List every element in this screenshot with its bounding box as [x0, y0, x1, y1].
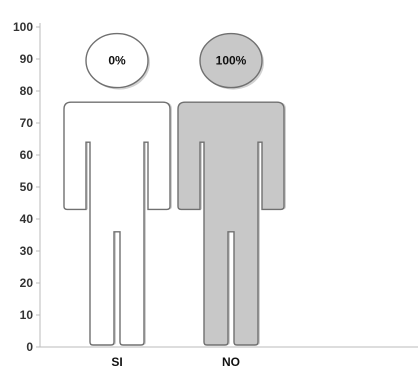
y-tick-label: 40 — [20, 212, 34, 226]
y-tick-label: 100 — [13, 20, 33, 34]
data-label-no: 100% — [216, 54, 247, 68]
y-tick-label: 0 — [26, 340, 33, 354]
y-tick-label: 50 — [20, 180, 34, 194]
category-label-no: NO — [222, 355, 240, 369]
figure-head-si — [85, 32, 149, 89]
figure-body-si — [63, 101, 171, 346]
y-tick-label: 90 — [20, 52, 34, 66]
y-tick-label: 80 — [20, 84, 34, 98]
y-tick-label: 30 — [20, 244, 34, 258]
figure-body-no — [177, 101, 285, 346]
y-tick-label: 70 — [20, 116, 34, 130]
y-tick-label: 60 — [20, 148, 34, 162]
labels: 0% SI 100% NO — [108, 54, 246, 369]
axis: 0 10 20 30 40 50 60 70 80 90 100 — [13, 20, 418, 354]
y-tick-label: 20 — [20, 276, 34, 290]
figures — [63, 32, 286, 346]
y-tick-label: 10 — [20, 308, 34, 322]
category-label-si: SI — [111, 355, 122, 369]
data-label-si: 0% — [108, 54, 126, 68]
figure-head-no — [199, 32, 263, 89]
